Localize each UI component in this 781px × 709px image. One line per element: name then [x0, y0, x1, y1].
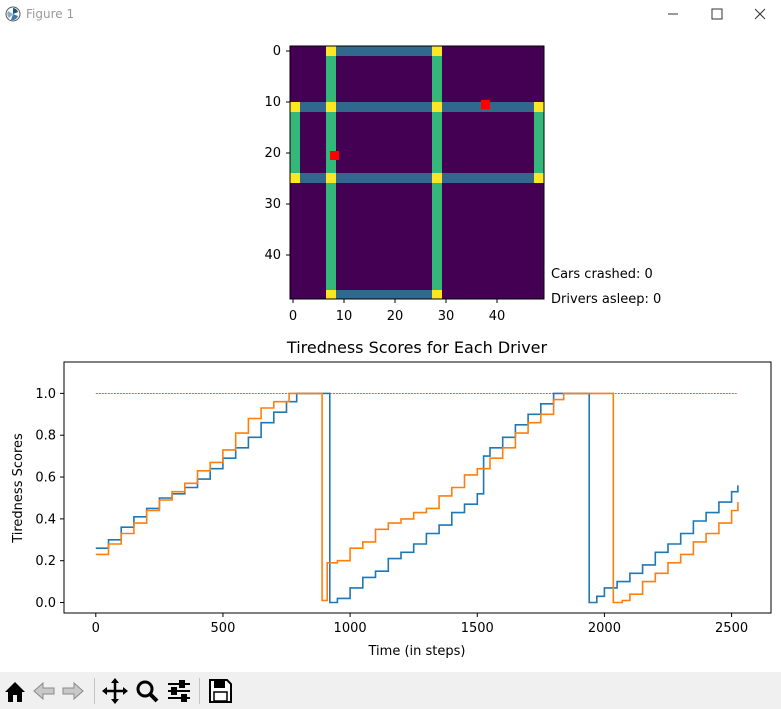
tiredness-chart: Tiredness Scores for Each Driver 0 500 100… [11, 338, 772, 659]
y-tick-label: 0.0 [35, 596, 56, 611]
close-button[interactable] [737, 0, 781, 28]
minimize-button[interactable] [650, 0, 696, 28]
grid-xtick-label: 40 [489, 309, 506, 324]
car-marker [330, 151, 339, 160]
maximize-icon [711, 8, 723, 20]
back-button[interactable] [30, 676, 58, 706]
configure-subplots-button[interactable] [165, 676, 193, 706]
y-tick-label: 0.4 [35, 512, 56, 527]
x-tick-label: 500 [211, 621, 236, 636]
y-tick-label: 1.0 [35, 387, 56, 402]
grid-frame [289, 45, 545, 300]
grid-xtick-label: 10 [336, 309, 353, 324]
cars-crashed-text: Cars crashed: 0 [551, 267, 653, 282]
zoom-button[interactable] [133, 676, 161, 706]
grid-xtick-label: 30 [438, 309, 455, 324]
y-tick-label: 0.2 [35, 554, 56, 569]
grid-ytick-label: 10 [264, 95, 281, 110]
road-horizontal [336, 290, 432, 299]
y-tick-label: 0.6 [35, 471, 56, 486]
car-marker [481, 100, 490, 109]
plot-frame [63, 361, 772, 614]
x-axis-label: Time (in steps) [368, 644, 466, 659]
road-horizontal [336, 46, 432, 56]
figure-canvas[interactable]: 0 10 20 30 40 0 10 20 30 40 Cars crashed… [0, 28, 781, 672]
series-line-1 [95, 392, 739, 604]
save-button[interactable] [206, 676, 234, 706]
forward-button[interactable] [59, 676, 87, 706]
matplotlib-app-icon [5, 6, 21, 22]
maximize-button[interactable] [696, 0, 742, 28]
window-title: Figure 1 [26, 7, 75, 21]
x-tick-label: 1000 [334, 621, 367, 636]
intersections [290, 46, 544, 299]
y-tick-label: 0.8 [35, 429, 56, 444]
grid-ytick-label: 0 [273, 44, 281, 59]
move-icon [102, 678, 128, 704]
plot-area [95, 392, 739, 604]
grid-plot: 0 10 20 30 40 0 10 20 30 40 [264, 44, 545, 324]
y-axis: 0.0 0.2 0.4 0.6 0.8 1.0 [35, 387, 64, 611]
magnifier-icon [136, 680, 159, 703]
navigation-toolbar [0, 672, 781, 709]
home-icon [5, 682, 25, 702]
grid-xtick-label: 20 [387, 309, 404, 324]
close-icon [754, 8, 766, 20]
toolbar-separator [199, 678, 200, 704]
grid-xtick-label: 0 [289, 309, 297, 324]
road-horizontal [300, 173, 534, 183]
grid-ytick-label: 30 [264, 197, 281, 212]
sliders-icon [168, 680, 190, 702]
drivers-asleep-text: Drivers asleep: 0 [551, 292, 661, 307]
road-vertical [534, 112, 544, 173]
series-line-2 [95, 392, 739, 604]
x-axis: 0 500 1000 1500 2000 2500 [92, 613, 748, 636]
y-axis-label: Tiredness Scores [11, 433, 26, 544]
x-tick-label: 2500 [715, 621, 748, 636]
x-tick-label: 1500 [461, 621, 494, 636]
grid-ytick-label: 20 [264, 146, 281, 161]
home-button[interactable] [1, 676, 29, 706]
floppy-icon [209, 679, 232, 703]
grid-ytick-label: 40 [264, 248, 281, 263]
title-bar: Figure 1 [0, 0, 781, 28]
road-horizontal [300, 102, 534, 112]
pan-button[interactable] [101, 676, 129, 706]
arrow-right-icon [62, 681, 84, 701]
road-vertical [290, 112, 300, 173]
arrow-left-icon [33, 681, 55, 701]
x-tick-label: 2000 [588, 621, 621, 636]
chart-title: Tiredness Scores for Each Driver [286, 338, 548, 357]
toolbar-separator [94, 678, 95, 704]
x-tick-label: 0 [92, 621, 100, 636]
